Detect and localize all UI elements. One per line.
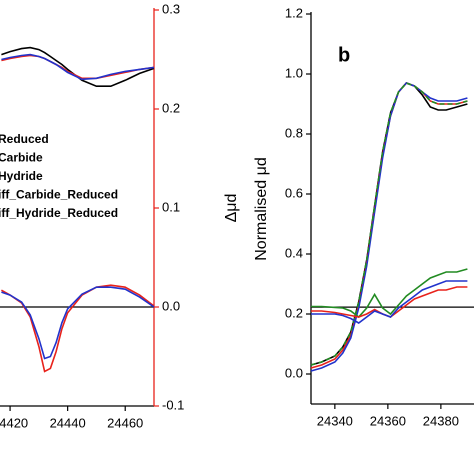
y-tick-label: 0.1 [162, 199, 180, 214]
y-tick-label: 0.8 [285, 125, 303, 140]
x-tick-label: 24340 [317, 413, 353, 428]
y-tick-label: 1.2 [285, 5, 303, 20]
y-tick-label: -0.1 [162, 397, 184, 412]
x-tick-label: 24460 [107, 415, 143, 430]
legend-label: Carbide [0, 151, 43, 165]
y-axis-label: Normalised μd [253, 157, 270, 260]
x-tick-label: 24360 [370, 413, 406, 428]
y-axis-label: Δμd [223, 194, 240, 223]
y-tick-label: 0.2 [162, 100, 180, 115]
y-tick-label: 1.0 [285, 65, 303, 80]
series-line [1, 53, 155, 81]
series-line [1, 54, 155, 80]
series-line [311, 280, 468, 324]
y-tick-label: 0.0 [285, 365, 303, 380]
legend-label: iff_Carbide_Reduced [0, 188, 118, 202]
y-tick-label: 0.0 [162, 298, 180, 313]
series-line [310, 82, 468, 372]
series-line [1, 284, 155, 373]
x-tick-label: 24380 [423, 413, 459, 428]
y-tick-label: 0.2 [285, 305, 303, 320]
x-tick-label: 24420 [0, 415, 28, 430]
series-line [311, 268, 468, 319]
panel-label: b [338, 44, 350, 66]
x-tick-label: 24440 [50, 415, 86, 430]
y-tick-label: 0.3 [162, 1, 180, 16]
legend-label: Reduced [0, 132, 49, 146]
legend-label: iff_Hydride_Reduced [0, 206, 118, 220]
series-line [310, 82, 468, 366]
series-line [1, 286, 155, 360]
y-tick-label: 0.4 [285, 245, 303, 260]
y-tick-label: 0.6 [285, 185, 303, 200]
series-line [1, 46, 155, 87]
legend-label: Hydride [0, 169, 43, 183]
